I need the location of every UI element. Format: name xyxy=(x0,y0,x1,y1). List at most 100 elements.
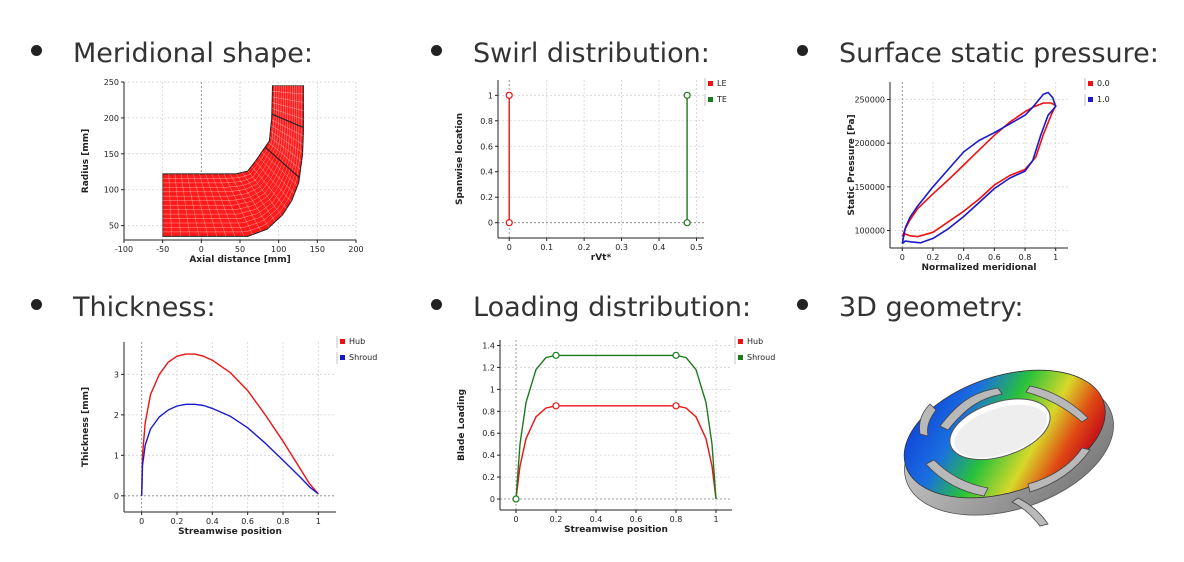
y-tick-label: 200000 xyxy=(854,139,885,148)
legend-label: LE xyxy=(717,79,727,88)
series-point-LE xyxy=(505,91,513,99)
y-tick-label: 1 xyxy=(488,91,493,100)
series-line-Hub xyxy=(515,405,717,500)
x-tick-label: 0.8 xyxy=(670,515,683,524)
mesh-quasi-orthogonal xyxy=(272,91,304,95)
legend-label: 1.0 xyxy=(1097,95,1110,104)
legend-swatch xyxy=(738,339,743,344)
x-tick-label: 0.3 xyxy=(615,243,628,252)
y-axis-title: Blade Loading xyxy=(457,389,467,461)
series-line-0.0 xyxy=(901,102,1057,238)
y-tick-label: 0.4 xyxy=(480,168,493,177)
legend-label: Hub xyxy=(747,337,763,346)
mesh-quasi-orthogonal xyxy=(261,151,298,186)
x-tick-label: 0.4 xyxy=(590,515,603,524)
legend-swatch xyxy=(708,97,713,102)
mesh-quasi-orthogonal xyxy=(180,173,190,237)
x-tick-label: 0.4 xyxy=(206,517,219,526)
x-tick-label: 0.4 xyxy=(653,243,666,252)
x-tick-label: 1 xyxy=(1053,253,1058,262)
mesh-quasi-orthogonal xyxy=(268,142,301,170)
y-tick-label: 100 xyxy=(104,186,119,195)
x-axis-title: Streamwise position xyxy=(564,525,668,535)
legend-label: Shroud xyxy=(747,353,775,362)
mesh-quasi-orthogonal xyxy=(187,173,199,237)
y-tick-label: 250 xyxy=(104,78,119,87)
x-tick-label: 0 xyxy=(199,245,204,254)
y-tick-label: 0.2 xyxy=(482,473,495,482)
y-tick-label: 0.8 xyxy=(480,117,493,126)
mesh-quasi-orthogonal xyxy=(272,96,304,103)
mesh-quasi-orthogonal xyxy=(230,173,262,232)
mesh-quasi-orthogonal xyxy=(269,136,302,162)
x-tick-label: -50 xyxy=(156,245,169,254)
x-axis-title: rVt* xyxy=(591,253,612,263)
series-point-TE xyxy=(683,91,691,99)
surface-static-pressure-chart: 0 0.2 0.4 0.6 0.8 1 100000 150000 200000 250000 No… xyxy=(847,78,1110,273)
heading-text: 3D geometry: xyxy=(839,292,1024,323)
y-tick-label: 1 xyxy=(490,385,495,394)
x-tick-label: 50 xyxy=(235,245,245,254)
heading-swirl-distribution: Swirl distribution: xyxy=(431,38,710,69)
mesh-quasi-orthogonal xyxy=(271,108,304,120)
x-tick-label: 1 xyxy=(316,517,321,526)
legend-label: Hub xyxy=(349,337,365,346)
legend-label: Shroud xyxy=(349,353,377,362)
blade-edge-line xyxy=(271,113,304,129)
mesh-quasi-orthogonal xyxy=(271,119,304,137)
y-axis-title: Spanwise location xyxy=(455,113,465,205)
y-axis-title: Static Pressure [Pa] xyxy=(847,114,857,215)
impeller-hub xyxy=(903,369,1114,516)
y-tick-label: 250000 xyxy=(854,95,885,104)
series-point-Shroud xyxy=(672,351,680,359)
meridional-passage xyxy=(162,85,304,237)
mesh-quasi-orthogonal xyxy=(236,173,269,228)
y-tick-label: 1.4 xyxy=(482,341,495,350)
x-tick-label: 0.5 xyxy=(690,243,703,252)
series-point-TE xyxy=(683,219,691,227)
heading-thickness: Thickness: xyxy=(31,292,216,323)
series-point-Shroud xyxy=(552,351,560,359)
series-line-Shroud xyxy=(515,354,717,500)
impeller-3d-render xyxy=(903,369,1114,527)
x-tick-label: 100 xyxy=(271,245,286,254)
swirl-distribution-chart: 0 0.1 0.2 0.3 0.4 0.5 0 0.2 0.4 0.6 0.8 1 rVt* Spanwi… xyxy=(455,78,727,263)
legend-swatch xyxy=(1088,81,1093,86)
legend-swatch xyxy=(738,355,743,360)
y-axis-title: Radius [mm] xyxy=(81,129,91,193)
x-axis-title: Normalized meridional xyxy=(922,263,1037,273)
x-tick-label: 0.2 xyxy=(578,243,591,252)
mesh-quasi-orthogonal xyxy=(251,165,287,209)
y-tick-label: 200 xyxy=(104,114,119,123)
x-tick-label: 1 xyxy=(713,515,718,524)
mesh-quasi-orthogonal xyxy=(270,125,304,145)
y-tick-label: 150000 xyxy=(854,183,885,192)
x-tick-label: 200 xyxy=(348,245,363,254)
x-tick-label: 0.6 xyxy=(241,517,254,526)
legend-swatch xyxy=(1088,97,1093,102)
mesh-quasi-orthogonal xyxy=(247,170,282,216)
heading-text: Meridional shape: xyxy=(73,38,313,69)
bullet-icon xyxy=(31,299,42,310)
y-tick-label: 100000 xyxy=(854,227,885,236)
y-tick-label: 1 xyxy=(114,451,119,460)
mesh-quasi-orthogonal xyxy=(211,173,236,237)
blade-edge-line xyxy=(264,146,300,179)
x-axis-title: Axial distance [mm] xyxy=(189,255,290,265)
y-tick-label: 2 xyxy=(114,411,119,420)
bullet-icon xyxy=(31,45,42,56)
legend-label: TE xyxy=(716,95,727,104)
x-tick-label: 0 xyxy=(900,253,905,262)
x-tick-label: 0 xyxy=(507,243,512,252)
mesh-quasi-orthogonal xyxy=(174,173,181,237)
y-tick-label: 3 xyxy=(114,370,119,379)
heading-text: Loading distribution: xyxy=(473,292,752,323)
y-tick-label: 0.2 xyxy=(480,193,493,202)
legend-swatch xyxy=(340,355,345,360)
x-axis-title: Streamwise position xyxy=(178,527,282,537)
y-tick-label: 0.6 xyxy=(482,429,495,438)
mesh-quasi-orthogonal xyxy=(223,173,253,235)
y-tick-label: 0.8 xyxy=(482,407,495,416)
x-tick-label: 0 xyxy=(139,517,144,526)
x-tick-label: -100 xyxy=(115,245,133,254)
